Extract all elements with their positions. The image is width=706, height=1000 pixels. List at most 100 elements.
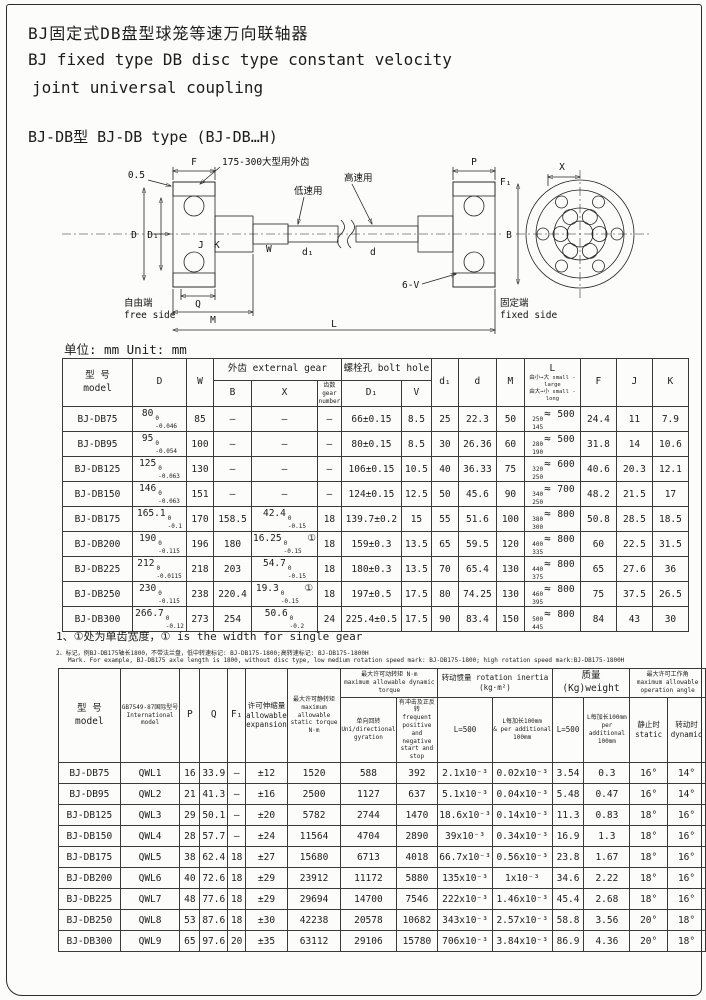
value-cell: 1x10⁻³ — [491, 867, 553, 889]
value-cell: 22.5 — [615, 531, 653, 558]
value-cell: 21 — [179, 783, 201, 805]
value-cell: 1.46x10⁻³ — [491, 888, 553, 910]
value-cell: 15680 — [286, 846, 342, 868]
value-cell: 11564 — [286, 825, 342, 847]
value-cell: 18 — [227, 888, 247, 910]
value-cell: 13.5 — [400, 531, 432, 558]
note-single-gear: 1、①处为单齿宽度，① is the width for single gear — [56, 630, 363, 643]
value-cell: 45.4 — [551, 888, 585, 910]
value-cell: ±29 — [245, 867, 288, 889]
value-cell: 440 375 ≈ 800 — [523, 556, 581, 583]
dim-L: L — [331, 319, 337, 330]
value-cell: 11.3 — [551, 804, 585, 826]
col-V: V — [400, 379, 432, 408]
dim-M: M — [210, 315, 216, 326]
col-F1: F₁ — [227, 668, 247, 763]
value-cell: 17 — [651, 481, 689, 508]
technical-drawing: F 0.5 175-300大型用外齿 P F₁ D D₁ J K W d₁ d … — [62, 156, 650, 334]
col-inertia-L500: L=500 — [437, 696, 493, 764]
col-group-external-gear: 外齿 external gear — [213, 358, 342, 381]
value-cell: 460 395 ≈ 800 — [523, 581, 581, 608]
value-cell: 20.3 — [615, 456, 653, 483]
value-cell: 13.5 — [400, 556, 432, 583]
col-L: L 由小→大 small - large 由大→小 small - long — [523, 357, 581, 408]
value-cell: 0.56x10⁻³ — [491, 846, 553, 868]
value-cell: 65 — [579, 556, 617, 583]
value-cell: 80 0 -0.046 — [132, 406, 187, 433]
value-cell: 130 — [495, 581, 525, 608]
value-cell: 588 — [340, 762, 397, 784]
dim-Q: Q — [195, 299, 201, 310]
value-cell: QWL9 — [119, 930, 181, 952]
dim-gap: 0.5 — [128, 170, 145, 181]
dim-P: P — [471, 157, 477, 168]
value-cell: 254 — [213, 606, 252, 633]
value-cell: 230 0 -0.115 — [132, 581, 187, 608]
gear-note: 175-300大型用外齿 — [222, 156, 310, 168]
value-cell: — — [316, 456, 342, 483]
value-cell: 65.4 — [457, 556, 497, 583]
value-cell: 39x10⁻³ — [437, 825, 493, 847]
dim-D: D — [131, 230, 137, 241]
model-cell: BJ-DB200 — [62, 531, 133, 558]
value-cell: 1520 — [286, 762, 342, 784]
table-row: BJ-DB75 QWL1 16 33.9— ±12 1520 588 392 2.1x10⁻³ 0… — [58, 762, 706, 784]
value-cell: 180 — [213, 531, 252, 558]
value-cell: 29106 — [340, 930, 397, 952]
value-cell: 203 — [213, 556, 252, 583]
value-cell: 212 0 -0.0115 — [132, 556, 187, 583]
value-cell: — — [251, 456, 318, 483]
value-cell: 100 — [186, 431, 214, 458]
model-cell: BJ-DB250 — [58, 909, 121, 931]
dim-F1: F₁ — [500, 177, 511, 188]
value-cell: ±16 — [245, 783, 288, 805]
col-d1: d₁ — [430, 357, 459, 408]
value-cell: 151 — [186, 481, 214, 508]
value-cell: 75 — [579, 581, 617, 608]
col-Q: Q — [199, 668, 229, 763]
col-model: 型 号 model — [62, 357, 133, 408]
value-cell: 18° — [629, 825, 669, 847]
note-marking-en: Mark. For example, BJ-DB175 axle length … — [68, 657, 625, 664]
value-cell: 42.4 0 -0.15 — [251, 506, 318, 533]
value-cell: 38 — [179, 846, 201, 868]
value-cell: 70 — [430, 556, 459, 583]
value-cell: 0.14x10⁻³ — [491, 804, 553, 826]
col-model: 型 号 model — [58, 668, 121, 763]
col-angle-dynamic: 转动时 dynamic — [667, 696, 706, 764]
value-cell: 0.02x10⁻³ — [491, 762, 553, 784]
value-cell: 0.04x10⁻³ — [491, 783, 553, 805]
coupling-cross-section: F 0.5 175-300大型用外齿 P F₁ D D₁ J K W d₁ d … — [62, 156, 557, 334]
model-cell: BJ-DB150 — [58, 825, 121, 847]
value-cell: 0.3 — [583, 762, 631, 784]
value-cell: 26.36 — [457, 431, 497, 458]
value-cell: 18.5 — [651, 506, 689, 533]
value-cell: 20° — [629, 930, 669, 952]
value-cell: 16 — [179, 762, 201, 784]
value-cell: 37.5 — [615, 581, 653, 608]
col-unidirectional: 单向回转 Uni/directional gyration — [340, 696, 397, 764]
value-cell: — — [227, 804, 247, 826]
value-cell: 85 — [186, 406, 214, 433]
value-cell: 14700 — [340, 888, 397, 910]
value-cell: 59.5 — [457, 531, 497, 558]
value-cell: 90 — [430, 606, 459, 633]
value-cell: 50 — [495, 406, 525, 433]
free-side-label-zh: 自由端 — [124, 297, 153, 309]
dim-d: d — [370, 247, 376, 258]
value-cell: ±24 — [245, 825, 288, 847]
value-cell: 31.8 — [579, 431, 617, 458]
value-cell: 14° — [667, 783, 706, 805]
col-X: X — [251, 379, 318, 408]
model-cell: BJ-DB75 — [62, 406, 133, 433]
value-cell: 218 — [186, 556, 214, 583]
value-cell: 18.6x10⁻³ — [437, 804, 493, 826]
table-row: BJ-DB150 146 0 -0.063 151— — —124±0.15 12.5 50 45… — [62, 481, 689, 508]
col-group-operation-angle: 最大许可工作角 maximum allowable operation angle — [629, 668, 706, 698]
value-cell: — — [251, 481, 318, 508]
bolt-count-label: 6-V — [402, 280, 419, 291]
value-cell: 1.3 — [583, 825, 631, 847]
value-cell: 42238 — [286, 909, 342, 931]
value-cell: — — [213, 431, 252, 458]
value-cell: 2.68 — [583, 888, 631, 910]
